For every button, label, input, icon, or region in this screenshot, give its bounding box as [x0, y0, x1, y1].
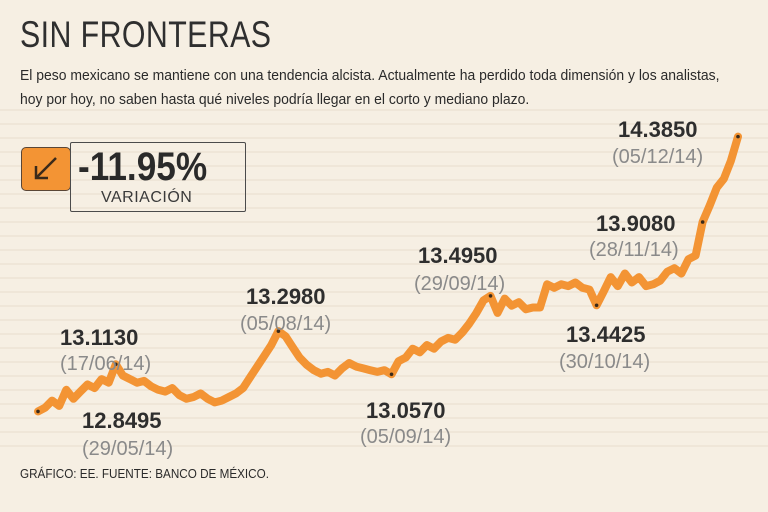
chart-title: SIN FRONTERAS	[20, 14, 272, 55]
series-line	[34, 132, 742, 416]
data-point	[276, 329, 281, 333]
annotation-value: 13.2980	[246, 284, 326, 309]
variation-box	[70, 142, 246, 212]
annotation-value: 13.9080	[596, 211, 676, 236]
data-point	[113, 362, 118, 367]
annotation-date: (29/09/14)	[414, 273, 505, 295]
data-point	[389, 372, 394, 377]
data-point	[488, 294, 493, 298]
annotation-date: (28/11/14)	[589, 239, 679, 261]
annotation-value: 12.8495	[82, 408, 162, 433]
arrow-down-left-icon	[21, 147, 71, 191]
variation-label: VARIACIÓN	[101, 189, 193, 206]
variation-value: -11.95%	[78, 145, 208, 189]
annotation-date: (29/05/14)	[82, 438, 173, 460]
annotation-date: (05/08/14)	[240, 313, 331, 335]
annotation-date: (05/12/14)	[612, 146, 703, 168]
annotation-value: 14.3850	[618, 117, 698, 142]
data-point	[36, 409, 40, 414]
chart-series	[34, 132, 742, 416]
annotation-date: (17/06/14)	[60, 353, 151, 375]
data-point	[736, 134, 740, 139]
chart-subtitle: El peso mexicano se mantiene con una ten…	[20, 67, 720, 108]
annotation-date: (30/10/14)	[559, 351, 650, 373]
data-point	[700, 220, 705, 224]
annotation-date: (05/09/14)	[360, 426, 451, 448]
annotation-value: 13.4950	[418, 243, 498, 268]
source-note: GRÁFICO: EE. FUENTE: BANCO DE MÉXICO.	[20, 466, 269, 481]
data-point	[594, 303, 599, 308]
annotation-value: 13.0570	[366, 398, 446, 423]
annotation-value: 13.4425	[566, 322, 646, 347]
annotation-value: 13.1130	[60, 325, 138, 350]
chart-grid	[0, 109, 768, 447]
chart-points	[36, 134, 740, 414]
chart-annotations: 12.8495 (29/05/14) 13.1130 (17/06/14) 13.298…	[60, 117, 703, 460]
